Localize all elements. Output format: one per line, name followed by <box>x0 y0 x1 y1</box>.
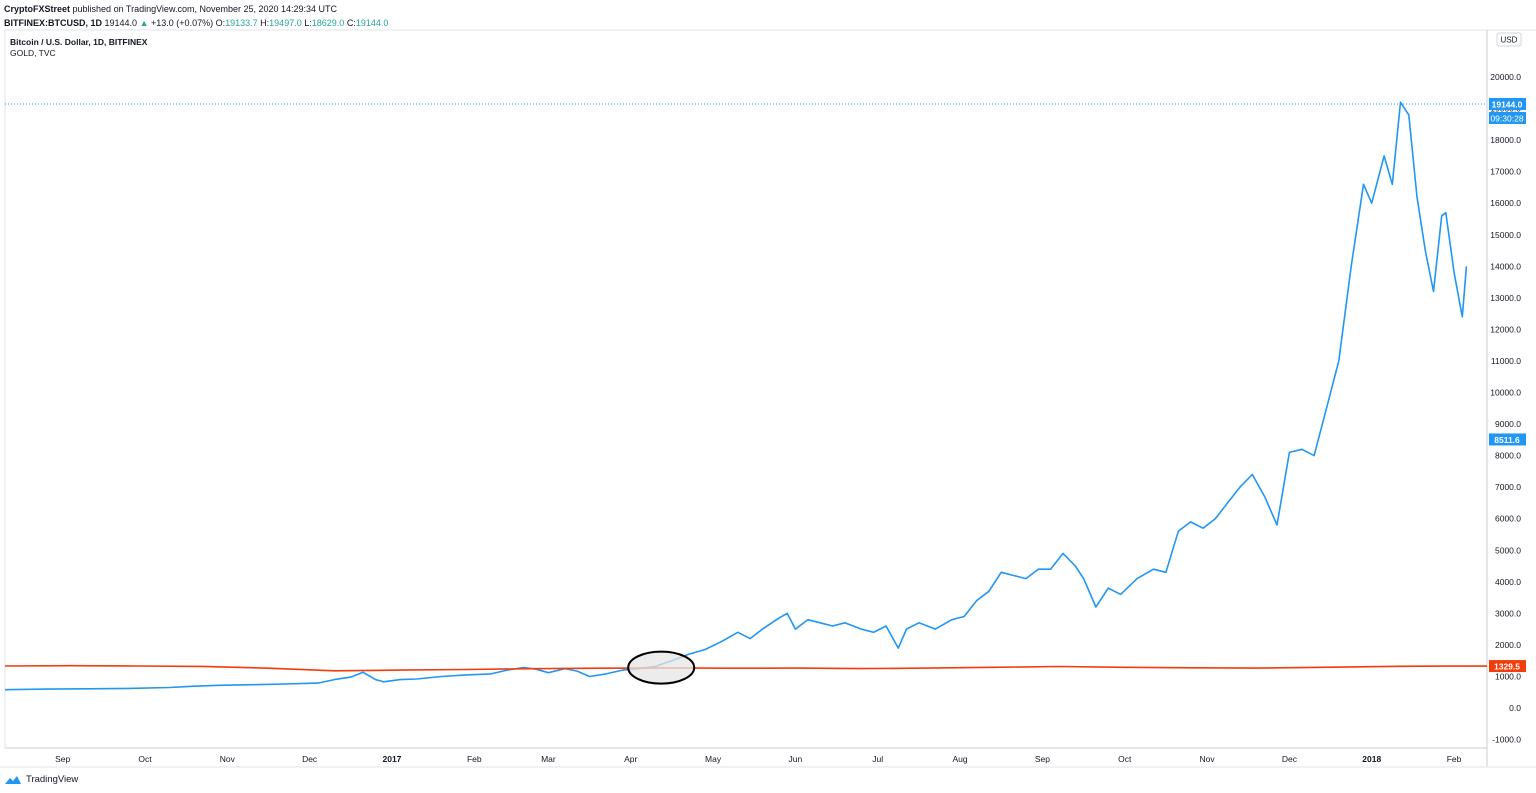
y-tick-label: 0.0 <box>1509 703 1521 713</box>
x-tick-label: Jul <box>872 754 883 764</box>
x-tick-label: Oct <box>138 754 152 764</box>
y-tick-label: 2000.0 <box>1495 640 1521 650</box>
y-tick-label: 3000.0 <box>1495 608 1521 618</box>
y-tick-label: 5000.0 <box>1495 545 1521 555</box>
footer-brand-label: TradingView <box>26 774 79 785</box>
legend-subtitle[interactable]: GOLD, TVC <box>10 48 56 58</box>
x-tick-label: Sep <box>55 754 70 764</box>
up-arrow-icon: ▲ <box>139 18 149 28</box>
gold-series-line[interactable] <box>4 664 1487 672</box>
x-tick-label: 2018 <box>1362 754 1381 764</box>
high-value: 19497.0 <box>269 18 302 28</box>
btc-price-tag <box>1489 433 1526 446</box>
y-tick-label: 4000.0 <box>1495 577 1521 587</box>
series-legend: Bitcoin / U.S. Dollar, 1D, BITFINEX GOLD… <box>10 37 147 59</box>
open-value: 19133.7 <box>225 18 258 28</box>
x-tick-label: Nov <box>1200 754 1216 764</box>
y-tick-label: 12000.0 <box>1490 324 1521 334</box>
countdown-tag <box>1489 112 1526 125</box>
y-tick-label: -1000.0 <box>1492 735 1521 745</box>
publisher-name[interactable]: CryptoFXStreet <box>4 4 71 14</box>
x-tick-label: Dec <box>302 754 318 764</box>
y-tick-label: 6000.0 <box>1495 514 1521 524</box>
published-text: published on TradingView.com, November 2… <box>72 4 338 14</box>
footer-brand[interactable]: TradingView <box>4 774 78 785</box>
gold-price-tag <box>1489 660 1526 673</box>
y-tick-label: 15000.0 <box>1490 230 1521 240</box>
countdown-label: 09:30:28 <box>1490 114 1523 124</box>
publish-line: CryptoFXStreet published on TradingView.… <box>4 2 388 16</box>
close-label: C: <box>346 18 356 28</box>
x-tick-label: May <box>705 754 722 764</box>
x-tick-label: Nov <box>220 754 236 764</box>
btc-price-tag-label: 8511.6 <box>1494 435 1520 445</box>
tradingview-logo-icon <box>5 775 21 784</box>
symbol-label: BITFINEX:BTCUSD, 1D <box>4 18 103 28</box>
y-tick-label: 13000.0 <box>1490 293 1521 303</box>
y-tick-label: 7000.0 <box>1495 482 1521 492</box>
price-change: +13.0 (+0.07%) <box>151 18 214 28</box>
x-tick-label: Apr <box>624 754 637 764</box>
x-tick-label: Sep <box>1035 754 1050 764</box>
close-value: 19144.0 <box>355 18 389 28</box>
y-tick-label: 18000.0 <box>1490 135 1521 145</box>
btc-series-line[interactable] <box>4 101 1468 691</box>
x-tick-label: 2017 <box>383 754 402 764</box>
x-tick-label: Dec <box>1282 754 1298 764</box>
btc-price-tag-label: 19144.0 <box>1492 100 1523 110</box>
x-tick-label: Feb <box>1447 754 1462 764</box>
x-tick-label: Aug <box>953 754 968 764</box>
x-tick-label: Jun <box>789 754 803 764</box>
y-tick-label: 17000.0 <box>1490 167 1521 177</box>
y-tick-label: 20000.0 <box>1490 72 1521 82</box>
currency-button[interactable] <box>1496 32 1522 47</box>
currency-button-label[interactable]: USD <box>1501 36 1518 45</box>
last-price: 19144.0 <box>104 18 138 28</box>
gold-price-tag-label: 1329.5 <box>1494 662 1520 672</box>
high-label: H: <box>260 18 270 28</box>
low-value: 18629.0 <box>311 18 345 28</box>
legend-title[interactable]: Bitcoin / U.S. Dollar, 1D, BITFINEX <box>10 37 148 47</box>
ohlc-line: BITFINEX:BTCUSD, 1D 19144.0 ▲ +13.0 (+0.… <box>4 16 388 30</box>
x-tick-label: Feb <box>467 754 482 764</box>
y-tick-label: 8000.0 <box>1495 451 1521 461</box>
y-tick-label: 14000.0 <box>1490 261 1521 271</box>
x-tick-label: Oct <box>1118 754 1132 764</box>
y-tick-label: 9000.0 <box>1495 419 1521 429</box>
y-tick-label: 16000.0 <box>1490 198 1521 208</box>
btc-price-tag <box>1489 98 1526 111</box>
crossover-highlight-ellipse <box>627 650 696 685</box>
y-tick-label: 10000.0 <box>1490 388 1521 398</box>
chart-header: CryptoFXStreet published on TradingView.… <box>4 2 388 30</box>
open-label: O: <box>215 18 226 28</box>
y-tick-label: 11000.0 <box>1491 356 1521 366</box>
x-tick-label: Mar <box>541 754 556 764</box>
y-tick-label: 1000.0 <box>1495 671 1521 681</box>
low-label: L: <box>304 18 312 28</box>
